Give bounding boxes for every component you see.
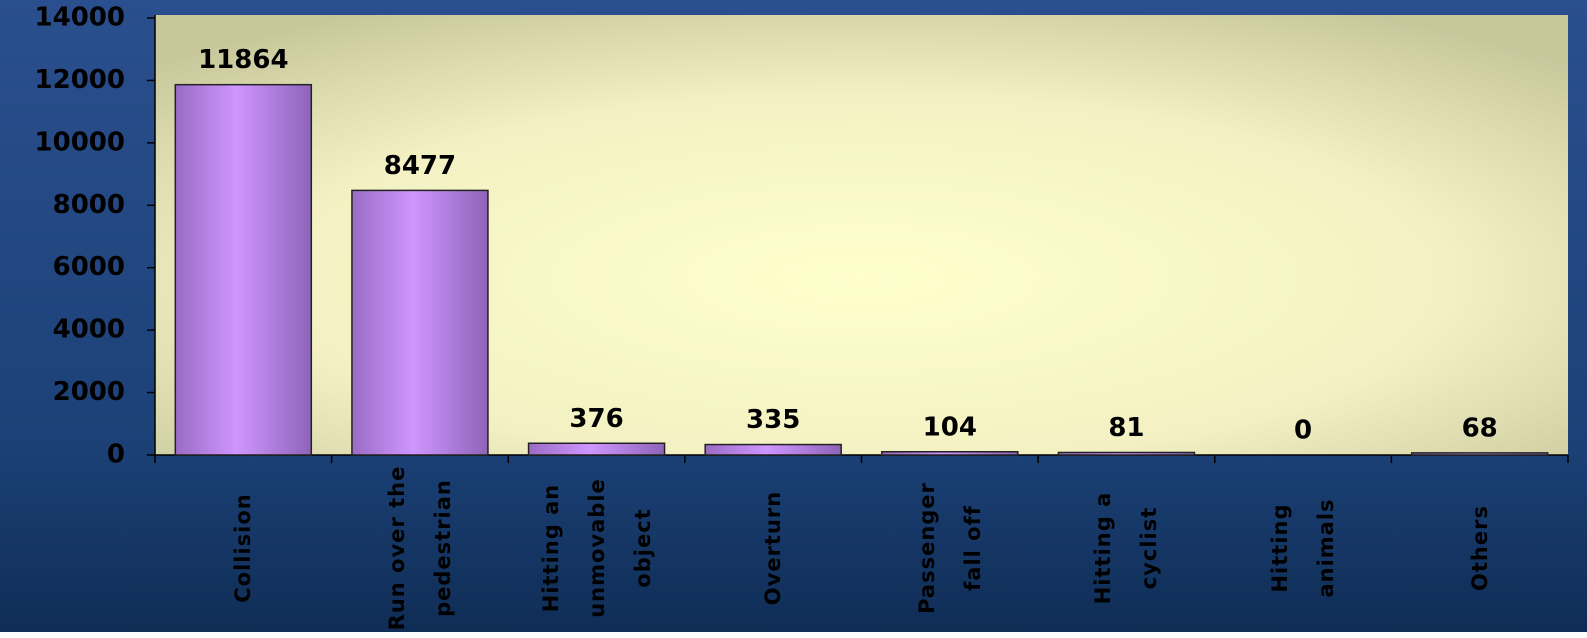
value-label: 104	[923, 412, 977, 442]
y-tick-label: 12000	[35, 65, 125, 95]
x-tick-label: Collision	[231, 493, 256, 603]
y-tick-label: 4000	[53, 315, 125, 345]
y-tick-label: 10000	[35, 127, 125, 157]
y-tick-label: 0	[107, 440, 125, 470]
bar	[1057, 451, 1196, 456]
value-label: 335	[746, 405, 800, 435]
bar	[174, 83, 313, 456]
x-tick-label: Hitting an unmovable object	[539, 478, 655, 618]
bar	[1410, 452, 1549, 456]
bar	[527, 442, 666, 456]
y-tick-label: 8000	[53, 190, 125, 220]
bar	[881, 451, 1019, 456]
value-label: 8477	[384, 151, 456, 181]
x-tick-label: Passenger fall off	[914, 482, 985, 614]
y-tick-label: 2000	[53, 377, 125, 407]
x-tick-label: Overturn	[761, 490, 786, 606]
x-tick-label: Hitting a cyclist	[1091, 491, 1162, 605]
value-label: 81	[1108, 413, 1144, 443]
value-label: 68	[1462, 413, 1498, 443]
value-label: 376	[569, 404, 623, 434]
y-tick-label: 14000	[35, 3, 125, 33]
value-label: 0	[1294, 416, 1312, 446]
y-tick-label: 6000	[53, 252, 125, 282]
x-tick-label: Run over the pedestrian	[384, 465, 455, 631]
x-tick-label: Hitting animals	[1268, 498, 1339, 598]
bar	[704, 443, 842, 456]
x-tick-label: Others	[1467, 505, 1492, 591]
value-label: 11864	[198, 45, 288, 75]
bar	[351, 189, 489, 456]
